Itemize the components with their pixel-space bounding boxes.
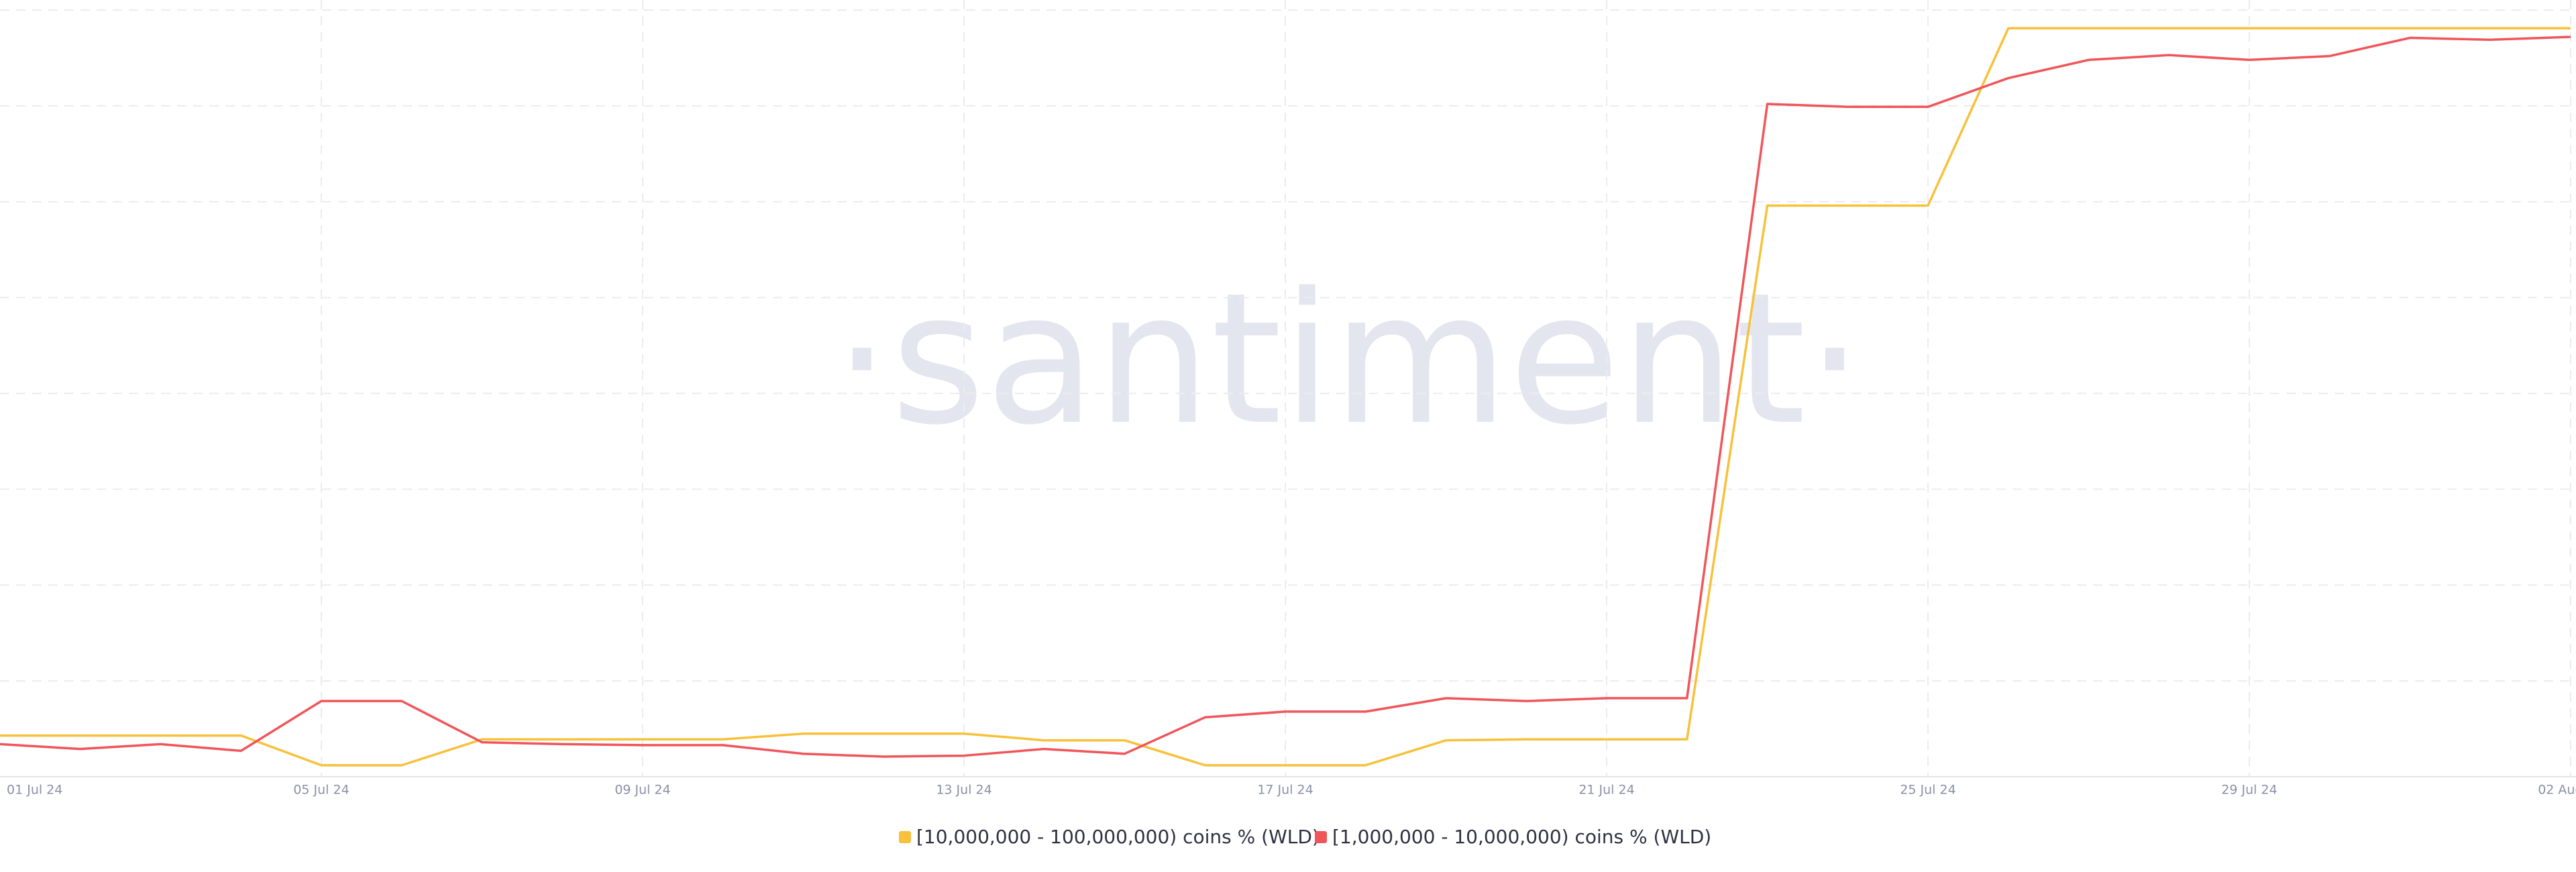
series-line [0,27,2571,767]
x-tick-label: 17 Jul 24 [1257,783,1313,798]
legend-swatch [899,831,911,843]
legend-label: [1,000,000 - 10,000,000) coins % (WLD) [1332,826,1711,848]
x-tick-label: 02 Aug 24 [2538,783,2576,798]
legend-label: [10,000,000 - 100,000,000) coins % (WLD) [916,826,1320,848]
series-line [0,36,2571,758]
x-tick-label: 21 Jul 24 [1578,783,1634,798]
x-tick-label: 25 Jul 24 [1900,783,1955,798]
legend-swatch [1315,831,1327,843]
x-tick-label: 09 Jul 24 [614,783,670,798]
x-tick-label: 29 Jul 24 [2221,783,2277,798]
x-tick-label: 13 Jul 24 [936,783,991,798]
watermark: ·santiment· [833,254,1864,465]
x-tick-label: 05 Jul 24 [293,783,349,798]
x-tick-label: 01 Jul 24 [7,783,62,798]
